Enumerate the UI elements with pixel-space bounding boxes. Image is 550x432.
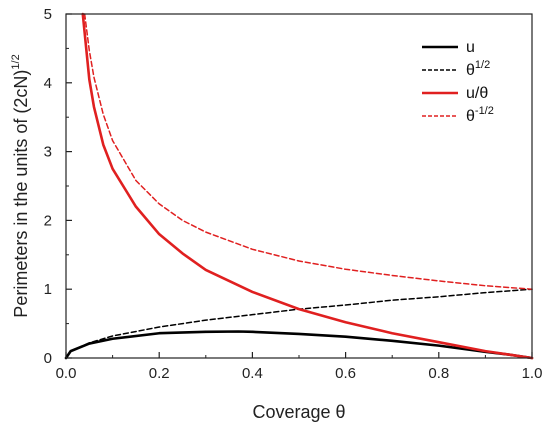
series-lines: [64, 12, 534, 360]
axis-ticks: [65, 13, 533, 359]
tick-labels: 0.0 0.2 0.4 0.6 0.8 1.0 0 1 2 3 4 5: [44, 6, 543, 382]
x-tick-label: 0.4: [242, 365, 263, 382]
series-line-3: [81, 12, 534, 360]
y-axis-title-main: Perimeters in the units of (2cN): [11, 70, 31, 318]
y-tick-label: 1: [44, 281, 52, 298]
x-tick-label: 0.2: [149, 365, 170, 382]
plot-frame: [65, 13, 533, 359]
x-tick-label: 1.0: [522, 365, 543, 382]
x-tick-label: 0.0: [56, 365, 77, 382]
y-tick-label: 4: [44, 75, 52, 92]
y-axis-title: Perimeters in the units of (2cN)1/2: [10, 54, 31, 317]
y-axis-title-sup: 1/2: [10, 54, 22, 69]
series-line-2: [65, 288, 533, 359]
x-axis-title: Coverage θ: [252, 402, 345, 422]
legend: u θ1/2 u/θ θ-1/2: [422, 39, 494, 125]
series-line-1: [64, 330, 534, 360]
y-tick-label: 5: [44, 6, 52, 23]
x-tick-label: 0.8: [428, 365, 449, 382]
legend-label-3: u/θ: [466, 85, 488, 102]
y-tick-label: 0: [44, 350, 52, 367]
x-tick-label: 0.6: [335, 365, 356, 382]
y-tick-label: 2: [44, 212, 52, 229]
legend-label-4: θ-1/2: [466, 105, 494, 125]
y-tick-label: 3: [44, 144, 52, 161]
legend-label-1: u: [466, 39, 475, 56]
legend-label-2: θ1/2: [466, 59, 490, 79]
series-line-4: [83, 13, 533, 290]
